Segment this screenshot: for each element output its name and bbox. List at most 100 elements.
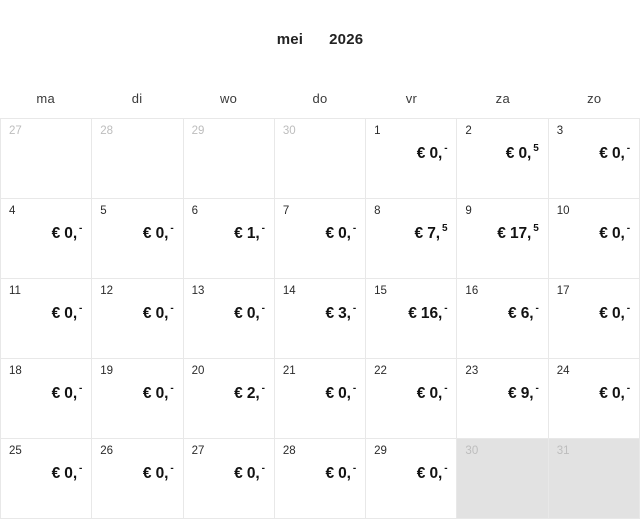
day-number: 21 bbox=[282, 365, 296, 377]
weekday-header-za: za bbox=[495, 90, 511, 106]
day-amount: € 0, - bbox=[92, 463, 174, 483]
day-amount: € 0, - bbox=[549, 142, 630, 163]
day-number: 30 bbox=[465, 445, 479, 457]
day-amount-main: € 0, bbox=[416, 145, 443, 162]
day-cell[interactable]: 23 € 9, - bbox=[457, 359, 549, 439]
day-cell[interactable]: 19 € 0, - bbox=[92, 359, 184, 439]
day-amount-cents: - bbox=[626, 302, 630, 314]
day-cell[interactable]: 26 € 0, - bbox=[92, 439, 184, 519]
day-cell[interactable]: 1 € 0, - bbox=[366, 119, 458, 199]
day-cell[interactable]: 22 € 0, - bbox=[366, 359, 458, 439]
day-number: 2 bbox=[465, 125, 472, 137]
day-amount: € 0, - bbox=[92, 222, 174, 243]
day-cell[interactable]: 27 € 0, - bbox=[183, 439, 275, 519]
day-amount-main: € 0, bbox=[142, 305, 169, 322]
day-number: 31 bbox=[556, 445, 570, 457]
day-number: 6 bbox=[191, 205, 198, 217]
day-amount-cents: 5 bbox=[441, 222, 448, 234]
day-amount-main: € 2, bbox=[234, 385, 260, 402]
day-cell: 30 bbox=[274, 119, 367, 199]
day-number: 24 bbox=[556, 365, 570, 377]
day-amount: € 0, - bbox=[1, 462, 83, 483]
day-amount-cents: - bbox=[626, 142, 630, 154]
day-amount-main: € 0, bbox=[325, 385, 351, 402]
day-amount-main: € 1, bbox=[234, 225, 260, 242]
day-number: 17 bbox=[556, 285, 570, 297]
weekday-header-vr: vr bbox=[405, 90, 418, 106]
day-amount: € 0, - bbox=[366, 142, 448, 163]
day-number: 15 bbox=[374, 285, 387, 297]
day-cell[interactable]: 3 € 0, - bbox=[548, 119, 640, 199]
day-cell[interactable]: 4 € 0, - bbox=[1, 199, 93, 279]
day-amount-main: € 0, bbox=[325, 465, 351, 482]
day-number: 28 bbox=[100, 125, 114, 137]
day-amount-main: € 0, bbox=[599, 225, 625, 242]
day-cell[interactable]: 21 € 0, - bbox=[274, 359, 367, 439]
day-cell[interactable]: 14 € 3, - bbox=[274, 279, 367, 359]
day-number: 5 bbox=[100, 205, 107, 217]
day-amount-main: € 0, bbox=[599, 305, 625, 322]
day-cell[interactable]: 2 € 0, 5 bbox=[457, 119, 549, 199]
day-cell[interactable]: 12 € 0, - bbox=[92, 279, 184, 359]
day-cell[interactable]: 17 € 0, - bbox=[548, 279, 640, 359]
day-amount-main: € 9, bbox=[508, 385, 534, 402]
day-amount-cents: 5 bbox=[533, 222, 539, 234]
day-cell[interactable]: 5 € 0, - bbox=[92, 199, 184, 279]
day-amount-main: € 0, bbox=[142, 225, 169, 242]
day-number: 30 bbox=[282, 125, 296, 137]
day-amount: € 2, - bbox=[184, 383, 265, 403]
day-amount: € 0, - bbox=[275, 383, 356, 403]
day-amount-main: € 0, bbox=[234, 305, 260, 322]
day-amount-main: € 0, bbox=[51, 305, 78, 322]
day-amount: € 0, - bbox=[92, 382, 174, 403]
day-cell[interactable]: 10 € 0, - bbox=[548, 199, 640, 279]
day-number: 22 bbox=[374, 365, 387, 377]
day-cell[interactable]: 11 € 0, - bbox=[1, 279, 93, 359]
day-amount-cents: - bbox=[170, 222, 174, 234]
day-cell[interactable]: 18 € 0, - bbox=[1, 359, 93, 439]
day-number: 12 bbox=[100, 285, 114, 297]
day-cell[interactable]: 24 € 0, - bbox=[548, 359, 640, 439]
day-amount: € 0, - bbox=[1, 303, 83, 323]
day-amount-cents: - bbox=[170, 382, 174, 394]
day-cell[interactable]: 20 € 2, - bbox=[183, 359, 275, 439]
day-amount-main: € 0, bbox=[416, 385, 443, 402]
day-cell[interactable]: 8 € 7, 5 bbox=[366, 199, 458, 279]
day-amount-cents: - bbox=[79, 222, 83, 234]
day-amount-cents: - bbox=[261, 222, 265, 234]
day-cell[interactable]: 13 € 0, - bbox=[183, 279, 275, 359]
day-amount-cents: - bbox=[535, 302, 539, 314]
day-number: 8 bbox=[374, 205, 381, 217]
day-number: 9 bbox=[465, 205, 472, 217]
day-amount: € 0, - bbox=[549, 383, 630, 403]
day-number: 13 bbox=[191, 285, 205, 297]
day-cell[interactable]: 16 € 6, - bbox=[457, 279, 549, 359]
day-amount: € 0, - bbox=[366, 463, 448, 483]
day-cell[interactable]: 9 € 17, 5 bbox=[457, 199, 549, 279]
day-amount: € 0, - bbox=[92, 303, 174, 323]
day-amount: € 16, - bbox=[366, 303, 447, 323]
weekday-header-wo: wo bbox=[219, 90, 238, 106]
day-amount-cents: - bbox=[261, 302, 265, 314]
day-amount-cents: 5 bbox=[533, 142, 539, 154]
day-amount-main: € 17, bbox=[497, 225, 532, 242]
day-cell[interactable]: 7 € 0, - bbox=[274, 199, 367, 279]
day-cell: 28 bbox=[92, 119, 184, 199]
day-amount-cents: - bbox=[444, 142, 448, 154]
day-amount: € 0, - bbox=[366, 382, 448, 403]
day-number: 16 bbox=[465, 285, 479, 297]
day-amount-main: € 0, bbox=[51, 465, 78, 482]
day-amount-cents: - bbox=[79, 462, 83, 474]
day-amount: € 0, - bbox=[549, 302, 630, 323]
day-cell[interactable]: 29 € 0, - bbox=[366, 439, 458, 519]
calendar-year-label: 2026 bbox=[329, 30, 364, 48]
day-amount: € 0, - bbox=[1, 222, 83, 243]
day-cell: 30 bbox=[457, 439, 549, 519]
day-amount-cents: - bbox=[444, 382, 448, 394]
day-cell[interactable]: 25 € 0, - bbox=[1, 439, 93, 519]
day-cell[interactable]: 6 € 1, - bbox=[183, 199, 275, 279]
day-number: 28 bbox=[282, 445, 296, 457]
day-cell[interactable]: 15 € 16, - bbox=[366, 279, 458, 359]
day-cell[interactable]: 28 € 0, - bbox=[274, 439, 367, 519]
